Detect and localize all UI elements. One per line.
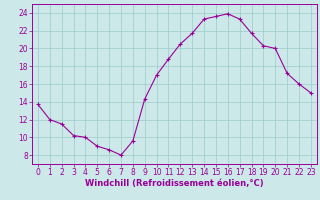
X-axis label: Windchill (Refroidissement éolien,°C): Windchill (Refroidissement éolien,°C) — [85, 179, 264, 188]
